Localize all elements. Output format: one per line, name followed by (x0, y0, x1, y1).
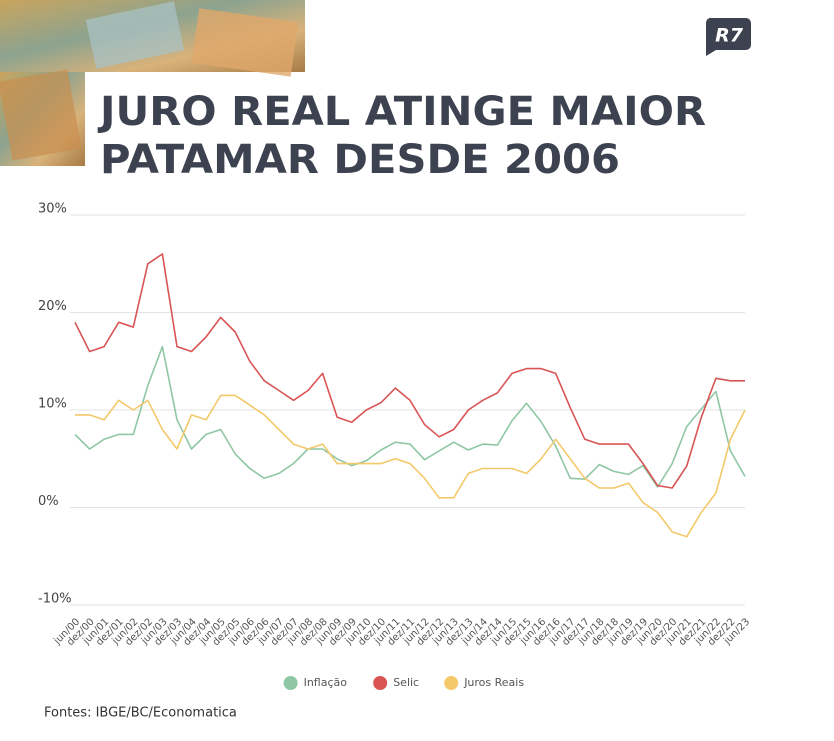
title: JURO REAL ATINGE MAIOR (97, 89, 706, 135)
banknote (0, 69, 82, 161)
legend-label: Inflação (304, 676, 348, 689)
line-series (74, 345, 746, 488)
banknote (85, 1, 185, 69)
y-tick-label: -10% (38, 592, 72, 607)
source: Fontes: IBGE/BC/Economatica (44, 706, 237, 721)
legend-marker (444, 676, 459, 690)
y-tick-label: 10% (38, 397, 67, 412)
y-tick-label: 30% (38, 202, 67, 217)
banknote (191, 8, 299, 77)
y-tick-label: 20% (38, 299, 67, 314)
logo-badge (705, 17, 751, 56)
legend-label: Juros Reais (463, 676, 524, 689)
y-tick-label: 0% (38, 494, 59, 509)
logo: R7 (715, 25, 744, 47)
title: PATAMAR DESDE 2006 (100, 137, 620, 183)
line-series (74, 253, 745, 489)
legend-marker (283, 676, 298, 690)
legend-marker (373, 676, 388, 690)
line-series (75, 394, 746, 538)
legend-label: Selic (393, 676, 419, 689)
